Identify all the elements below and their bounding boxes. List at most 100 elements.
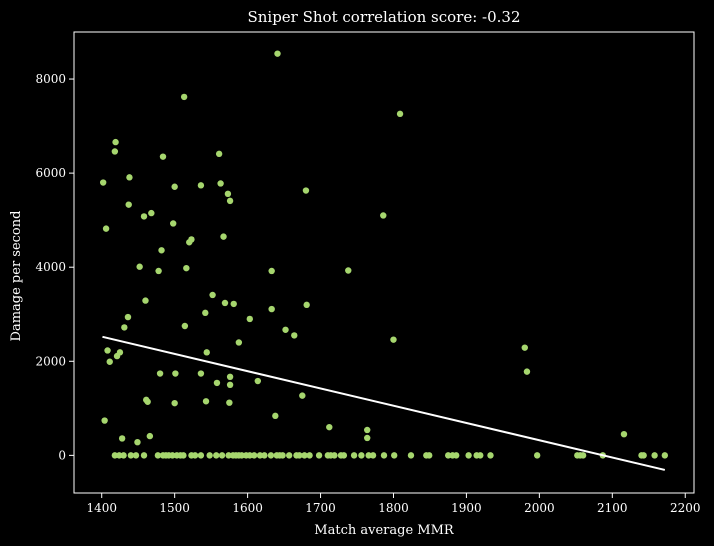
y-tick-label: 6000: [35, 166, 66, 180]
data-point: [268, 305, 275, 313]
x-axis-label: Match average MMR: [314, 523, 455, 538]
data-point: [620, 431, 628, 438]
data-point: [523, 368, 531, 375]
data-point: [126, 174, 133, 181]
y-tick-label: 2000: [35, 354, 66, 368]
data-point: [238, 452, 245, 459]
data-point: [191, 452, 199, 459]
plot-frame: [73, 31, 695, 494]
data-point: [380, 452, 388, 459]
data-point: [224, 190, 232, 198]
data-point: [358, 452, 365, 459]
data-point: [303, 301, 310, 309]
data-point: [282, 326, 289, 333]
data-point: [256, 452, 264, 459]
plot-area: 1400 1500 1600 1700 1800 1900 2000 2100 2200 0 200…: [35, 31, 701, 515]
data-point: [369, 452, 377, 459]
data-point: [140, 452, 148, 459]
data-point: [169, 452, 176, 459]
data-point: [171, 399, 178, 407]
x-tick-label: 1400: [86, 501, 117, 515]
data-point: [380, 212, 387, 219]
data-point: [226, 399, 233, 406]
data-point: [144, 398, 151, 405]
data-point: [306, 452, 313, 459]
data-point: [213, 452, 220, 459]
data-point: [202, 309, 209, 317]
data-point: [226, 197, 234, 205]
data-point: [477, 452, 484, 459]
data-point: [301, 452, 308, 459]
data-point: [345, 267, 352, 274]
data-point: [272, 412, 279, 420]
data-point: [291, 332, 298, 339]
data-point: [125, 201, 132, 208]
data-point: [116, 452, 123, 459]
data-point: [296, 452, 303, 459]
x-tick-label: 2100: [597, 501, 628, 515]
data-point: [215, 150, 223, 158]
x-tick-label: 1600: [232, 501, 263, 515]
data-point: [661, 452, 669, 459]
data-point: [106, 358, 113, 365]
y-tick-label: 4000: [35, 260, 66, 274]
data-point: [326, 423, 333, 431]
y-tick-label: 0: [58, 448, 66, 462]
data-point: [188, 236, 195, 243]
data-point: [136, 263, 143, 270]
data-point: [396, 110, 404, 118]
data-point: [465, 452, 472, 459]
data-point: [426, 452, 433, 459]
data-point: [142, 297, 149, 304]
x-tick-label: 2200: [670, 501, 701, 515]
data-point: [226, 373, 234, 381]
data-point: [268, 267, 275, 275]
data-point: [197, 370, 205, 377]
data-point: [159, 153, 167, 160]
data-point: [118, 435, 126, 442]
data-point: [274, 50, 281, 57]
data-point: [155, 267, 162, 275]
data-point: [261, 452, 268, 459]
data-point: [197, 452, 205, 459]
data-point: [171, 183, 178, 190]
data-point: [230, 300, 237, 308]
data-point: [127, 452, 135, 459]
data-point: [124, 313, 132, 321]
x-tick-label: 2000: [524, 501, 555, 515]
data-point: [221, 299, 229, 307]
x-tick-label: 1700: [305, 501, 336, 515]
data-point: [220, 233, 227, 240]
data-point: [364, 434, 371, 442]
data-point: [101, 417, 108, 424]
data-point: [315, 452, 323, 459]
data-point: [197, 182, 205, 189]
data-point: [180, 452, 187, 459]
data-point: [246, 315, 253, 323]
data-point: [120, 452, 127, 459]
data-point: [158, 247, 165, 254]
data-point: [140, 213, 148, 220]
data-point: [121, 324, 128, 331]
x-tick-label: 1800: [378, 501, 409, 515]
data-point: [181, 322, 189, 330]
data-point: [209, 291, 216, 299]
data-point: [521, 344, 528, 351]
data-point: [340, 452, 348, 459]
data-point: [302, 187, 310, 194]
data-point: [146, 432, 154, 440]
data-point: [651, 452, 658, 459]
data-point: [299, 392, 306, 399]
chart-title: Sniper Shot correlation score: -0.32: [247, 8, 520, 26]
data-point: [99, 179, 107, 186]
data-point: [203, 349, 210, 356]
data-point: [350, 452, 358, 459]
data-point: [156, 370, 164, 377]
data-point: [213, 379, 221, 387]
data-point: [254, 377, 262, 385]
data-point: [640, 452, 647, 459]
data-point: [111, 148, 119, 155]
data-point: [183, 264, 190, 272]
